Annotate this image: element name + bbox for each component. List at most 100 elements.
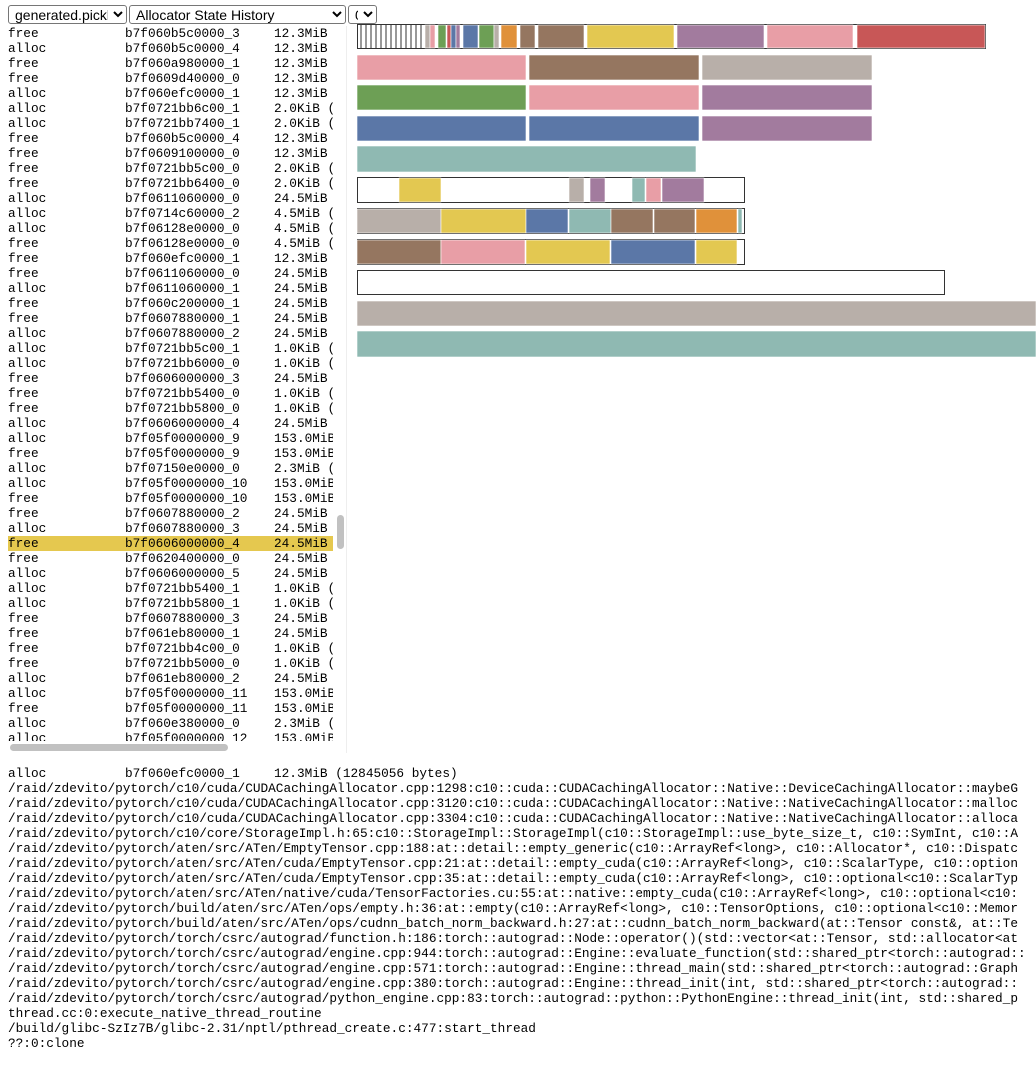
event-row[interactable]: alloc b7f061eb80000_2 24.5MiB	[8, 671, 333, 686]
event-row[interactable]: alloc b7f0606000000_5 24.5MiB	[8, 566, 333, 581]
block[interactable]	[446, 24, 452, 49]
event-list[interactable]: free b7f060b5c0000_3 12.3MiB alloc b7f060b5c…	[8, 26, 333, 741]
block[interactable]	[568, 177, 585, 203]
block[interactable]	[493, 24, 500, 49]
block[interactable]	[701, 115, 873, 142]
event-row[interactable]: free b7f0609d40000_0 12.3MiB	[8, 71, 333, 86]
event-row[interactable]: free b7f061eb80000_1 24.5MiB	[8, 626, 333, 641]
event-row[interactable]: alloc b7f07150e0000_0 2.3MiB (	[8, 461, 333, 476]
block[interactable]	[676, 24, 765, 49]
block[interactable]	[356, 115, 527, 142]
block[interactable]	[525, 208, 569, 234]
event-row[interactable]: alloc b7f0714c60000_2 4.5MiB (	[8, 206, 333, 221]
event-row[interactable]: alloc b7f0607880000_2 24.5MiB	[8, 326, 333, 341]
event-row[interactable]: alloc b7f0721bb5400_1 1.0KiB (	[8, 581, 333, 596]
event-row[interactable]: free b7f05f0000000_11 153.0MiB	[8, 701, 333, 716]
event-row[interactable]: free b7f0611060000_0 24.5MiB	[8, 266, 333, 281]
event-row[interactable]: alloc b7f05f0000000_9 153.0MiB	[8, 431, 333, 446]
block[interactable]	[766, 24, 854, 49]
block[interactable]	[398, 177, 442, 203]
block[interactable]	[695, 239, 738, 265]
event-row[interactable]: free b7f0607880000_2 24.5MiB	[8, 506, 333, 521]
block[interactable]	[528, 84, 700, 111]
event-row[interactable]: free b7f0721bb5c00_0 2.0KiB (	[8, 161, 333, 176]
event-row[interactable]: alloc b7f0721bb7400_1 2.0KiB (	[8, 116, 333, 131]
event-row[interactable]: free b7f060b5c0000_3 12.3MiB	[8, 26, 333, 41]
block[interactable]	[701, 84, 873, 111]
event-row[interactable]: alloc b7f0606000000_4 24.5MiB	[8, 416, 333, 431]
block[interactable]	[429, 24, 436, 49]
event-row[interactable]: free b7f0609100000_0 12.3MiB	[8, 146, 333, 161]
event-row[interactable]: free b7f0607880000_3 24.5MiB	[8, 611, 333, 626]
block[interactable]	[528, 54, 700, 81]
event-row[interactable]: free b7f0606000000_4 24.5MiB	[8, 536, 333, 551]
block[interactable]	[356, 145, 697, 173]
view-select[interactable]: Allocator State History	[129, 5, 346, 24]
block[interactable]	[455, 24, 461, 49]
block[interactable]	[695, 208, 738, 234]
block[interactable]	[437, 24, 447, 49]
block[interactable]	[701, 54, 873, 81]
block[interactable]	[528, 115, 700, 142]
block[interactable]	[356, 84, 527, 111]
event-row[interactable]: free b7f060a980000_1 12.3MiB	[8, 56, 333, 71]
block[interactable]	[440, 208, 527, 234]
event-row[interactable]: free b7f06128e0000_0 4.5MiB (	[8, 236, 333, 251]
vertical-scrollbar[interactable]	[337, 515, 344, 549]
block[interactable]	[450, 24, 457, 49]
event-row[interactable]: alloc b7f060e380000_0 2.3MiB (	[8, 716, 333, 731]
event-row[interactable]: free b7f0721bb6400_0 2.0KiB (	[8, 176, 333, 191]
block[interactable]	[737, 208, 743, 234]
event-row[interactable]: free b7f060b5c0000_4 12.3MiB	[8, 131, 333, 146]
event-row[interactable]: free b7f0606000000_3 24.5MiB	[8, 371, 333, 386]
event-row[interactable]: free b7f0721bb5800_0 1.0KiB (	[8, 401, 333, 416]
block[interactable]	[525, 239, 611, 265]
block[interactable]	[586, 24, 675, 49]
event-row[interactable]: alloc b7f0607880000_3 24.5MiB	[8, 521, 333, 536]
event-row[interactable]: free b7f0721bb4c00_0 1.0KiB (	[8, 641, 333, 656]
event-row[interactable]: free b7f0620400000_0 24.5MiB	[8, 551, 333, 566]
event-row[interactable]: free b7f0721bb5400_0 1.0KiB (	[8, 386, 333, 401]
event-row[interactable]: alloc b7f0611060000_0 24.5MiB	[8, 191, 333, 206]
event-row[interactable]: free b7f060efc0000_1 12.3MiB	[8, 251, 333, 266]
block[interactable]	[610, 208, 654, 234]
block[interactable]	[537, 24, 585, 49]
event-row[interactable]: alloc b7f0721bb5800_1 1.0KiB (	[8, 596, 333, 611]
block[interactable]	[500, 24, 518, 49]
event-row[interactable]: alloc b7f0721bb6c00_1 2.0KiB (	[8, 101, 333, 116]
index-select[interactable]: 0	[348, 5, 377, 24]
block[interactable]	[356, 330, 1036, 358]
event-row[interactable]: alloc b7f05f0000000_10 153.0MiB	[8, 476, 333, 491]
block[interactable]	[653, 208, 696, 234]
block[interactable]	[356, 300, 1036, 327]
block[interactable]	[356, 239, 442, 265]
event-row[interactable]: alloc b7f0721bb6000_0 1.0KiB (	[8, 356, 333, 371]
event-row[interactable]: alloc b7f060efc0000_1 12.3MiB	[8, 86, 333, 101]
event-row[interactable]: alloc b7f06128e0000_0 4.5MiB (	[8, 221, 333, 236]
event-row[interactable]: alloc b7f0721bb5c00_1 1.0KiB (	[8, 341, 333, 356]
event-row[interactable]: free b7f0607880000_1 24.5MiB	[8, 311, 333, 326]
block[interactable]	[356, 54, 527, 81]
block[interactable]	[519, 24, 536, 49]
event-row[interactable]: free b7f060c200000_1 24.5MiB	[8, 296, 333, 311]
block[interactable]	[610, 239, 696, 265]
block[interactable]	[356, 208, 442, 234]
block[interactable]	[440, 239, 526, 265]
block[interactable]	[568, 208, 612, 234]
event-row[interactable]: free b7f05f0000000_10 153.0MiB	[8, 491, 333, 506]
event-row[interactable]: alloc b7f060b5c0000_4 12.3MiB	[8, 41, 333, 56]
block[interactable]	[645, 177, 662, 203]
segment[interactable]	[357, 270, 945, 295]
horizontal-scrollbar[interactable]	[10, 744, 228, 751]
block[interactable]	[589, 177, 606, 203]
event-row[interactable]: alloc b7f05f0000000_12 153.0MiB	[8, 731, 333, 741]
block[interactable]	[424, 24, 431, 49]
block[interactable]	[661, 177, 705, 203]
block[interactable]	[478, 24, 495, 49]
event-row[interactable]: alloc b7f0611060000_1 24.5MiB	[8, 281, 333, 296]
file-select[interactable]: generated.pickle	[8, 5, 127, 24]
event-row[interactable]: alloc b7f05f0000000_11 153.0MiB	[8, 686, 333, 701]
event-row[interactable]: free b7f0721bb5000_0 1.0KiB (	[8, 656, 333, 671]
block[interactable]	[631, 177, 646, 203]
block[interactable]	[462, 24, 479, 49]
